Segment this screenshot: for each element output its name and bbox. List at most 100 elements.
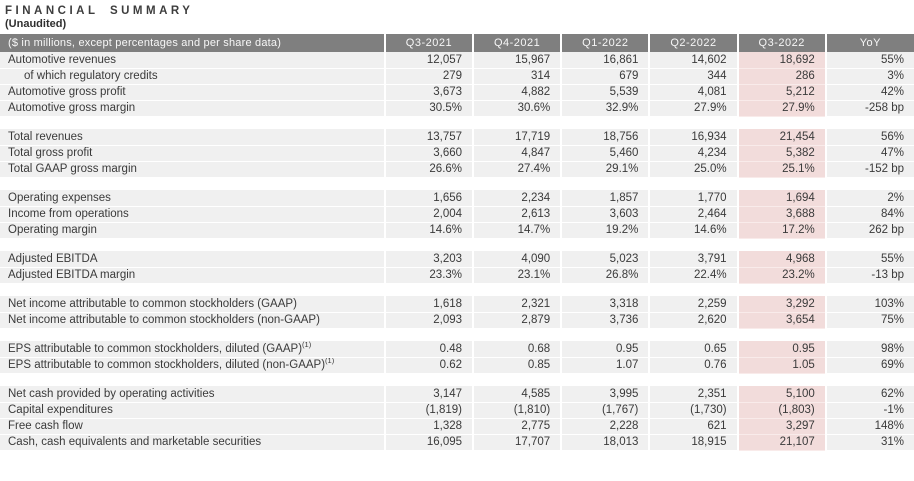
cell-value: 0.48 bbox=[384, 341, 475, 358]
cell-value: 1.07 bbox=[561, 357, 651, 374]
cell-value: 18,915 bbox=[649, 434, 739, 451]
cell-value: 314 bbox=[473, 68, 563, 85]
cell-value: 3,297 bbox=[737, 418, 827, 435]
cell-value: 17,707 bbox=[473, 434, 563, 451]
column-header-q1-2022: Q1-2022 bbox=[561, 34, 651, 52]
cell-value: 26.6% bbox=[384, 161, 475, 178]
section-spacer bbox=[0, 116, 914, 129]
cell-value: 2,004 bbox=[384, 206, 475, 223]
row-label: Net income attributable to common stockh… bbox=[0, 312, 386, 329]
cell-value: 0.65 bbox=[649, 341, 739, 358]
cell-value: 1,618 bbox=[384, 296, 475, 313]
cell-value: 47% bbox=[825, 145, 914, 162]
cell-value: 14.7% bbox=[473, 222, 563, 239]
cell-value: (1,767) bbox=[561, 402, 651, 419]
table-row: Total revenues 13,757 17,719 18,756 16,934 21… bbox=[0, 129, 914, 146]
cell-value: 3,995 bbox=[561, 386, 651, 403]
cell-value: 3,318 bbox=[561, 296, 651, 313]
cell-value: 21,107 bbox=[737, 434, 827, 451]
cell-value: 2,234 bbox=[473, 190, 563, 207]
cell-value: 16,861 bbox=[561, 52, 651, 69]
row-label: EPS attributable to common stockholders,… bbox=[0, 341, 386, 358]
cell-value: 18,756 bbox=[561, 129, 651, 146]
footnote-marker: (1) bbox=[325, 357, 335, 366]
cell-value: 0.95 bbox=[737, 341, 827, 358]
cell-value: 2,464 bbox=[649, 206, 739, 223]
cell-value: 56% bbox=[825, 129, 914, 146]
section-spacer bbox=[0, 283, 914, 296]
cell-value: 286 bbox=[737, 68, 827, 85]
cell-value: -152 bp bbox=[825, 161, 914, 178]
table-row: Automotive gross profit 3,673 4,882 5,539 4,… bbox=[0, 84, 914, 101]
cell-value: 1.05 bbox=[737, 357, 827, 374]
cell-value: 5,023 bbox=[561, 251, 651, 268]
column-header-q4-2021: Q4-2021 bbox=[473, 34, 563, 52]
cell-value: 4,081 bbox=[649, 84, 739, 101]
row-label: Capital expenditures bbox=[0, 402, 386, 419]
cell-value: 23.2% bbox=[737, 267, 827, 284]
table-row: Net cash provided by operating activitie… bbox=[0, 386, 914, 403]
table-row: Operating expenses 1,656 2,234 1,857 1,770 1,… bbox=[0, 190, 914, 207]
cell-value: 3,603 bbox=[561, 206, 651, 223]
cell-value: 0.76 bbox=[649, 357, 739, 374]
column-header-q3-2022: Q3-2022 bbox=[737, 34, 827, 52]
cell-value: 2,093 bbox=[384, 312, 475, 329]
table-row: Adjusted EBITDA 3,203 4,090 5,023 3,791 4,968… bbox=[0, 251, 914, 268]
cell-value: 62% bbox=[825, 386, 914, 403]
cell-value: 98% bbox=[825, 341, 914, 358]
footnote-marker: (1) bbox=[302, 341, 312, 349]
cell-value: 23.1% bbox=[473, 267, 563, 284]
cell-value: 17,719 bbox=[473, 129, 563, 146]
table-row: Total GAAP gross margin 26.6% 27.4% 29.1% 25… bbox=[0, 161, 914, 178]
cell-value: 30.5% bbox=[384, 100, 475, 117]
table-row: Net income attributable to common stockh… bbox=[0, 312, 914, 329]
cell-value: 3,203 bbox=[384, 251, 475, 268]
cell-value: 23.3% bbox=[384, 267, 475, 284]
table-row: Adjusted EBITDA margin 23.3% 23.1% 26.8% 22.… bbox=[0, 267, 914, 284]
cell-value: 18,692 bbox=[737, 52, 827, 69]
cell-value: 26.8% bbox=[561, 267, 651, 284]
table-body: Automotive revenues 12,057 15,967 16,861 14,… bbox=[0, 52, 914, 451]
cell-value: 1,694 bbox=[737, 190, 827, 207]
table-row: Cash, cash equivalents and marketable se… bbox=[0, 434, 914, 451]
cell-value: 3,660 bbox=[384, 145, 475, 162]
cell-value: 14.6% bbox=[649, 222, 739, 239]
cell-value: 279 bbox=[384, 68, 475, 85]
cell-value: 32.9% bbox=[561, 100, 651, 117]
row-label: Total GAAP gross margin bbox=[0, 161, 386, 178]
column-header-yoy: YoY bbox=[825, 34, 914, 52]
cell-value: 25.1% bbox=[737, 161, 827, 178]
cell-value: 3,736 bbox=[561, 312, 651, 329]
section-spacer bbox=[0, 238, 914, 251]
cell-value: 27.9% bbox=[737, 100, 827, 117]
header-row: ($ in millions, except percentages and p… bbox=[0, 34, 914, 52]
section-spacer bbox=[0, 177, 914, 190]
cell-value: 3,791 bbox=[649, 251, 739, 268]
cell-value: (1,810) bbox=[473, 402, 563, 419]
cell-value: 2,775 bbox=[473, 418, 563, 435]
table-row: Total gross profit 3,660 4,847 5,460 4,234 5,… bbox=[0, 145, 914, 162]
cell-value: (1,819) bbox=[384, 402, 475, 419]
cell-value: 84% bbox=[825, 206, 914, 223]
cell-value: 27.4% bbox=[473, 161, 563, 178]
row-label: of which regulatory credits bbox=[0, 68, 386, 85]
cell-value: 55% bbox=[825, 52, 914, 69]
row-label: Cash, cash equivalents and marketable se… bbox=[0, 434, 386, 451]
cell-value: 19.2% bbox=[561, 222, 651, 239]
cell-value: 29.1% bbox=[561, 161, 651, 178]
cell-value: 21,454 bbox=[737, 129, 827, 146]
cell-value: 4,882 bbox=[473, 84, 563, 101]
cell-value: 621 bbox=[649, 418, 739, 435]
cell-value: 0.85 bbox=[473, 357, 563, 374]
cell-value: 4,847 bbox=[473, 145, 563, 162]
cell-value: 4,234 bbox=[649, 145, 739, 162]
cell-value: 1,656 bbox=[384, 190, 475, 207]
cell-value: 30.6% bbox=[473, 100, 563, 117]
cell-value: 3,147 bbox=[384, 386, 475, 403]
cell-value: 3% bbox=[825, 68, 914, 85]
cell-value: 14.6% bbox=[384, 222, 475, 239]
cell-value: 2,879 bbox=[473, 312, 563, 329]
cell-value: 4,090 bbox=[473, 251, 563, 268]
table-row: Income from operations 2,004 2,613 3,603 2,4… bbox=[0, 206, 914, 223]
row-label: EPS attributable to common stockholders,… bbox=[0, 357, 386, 374]
